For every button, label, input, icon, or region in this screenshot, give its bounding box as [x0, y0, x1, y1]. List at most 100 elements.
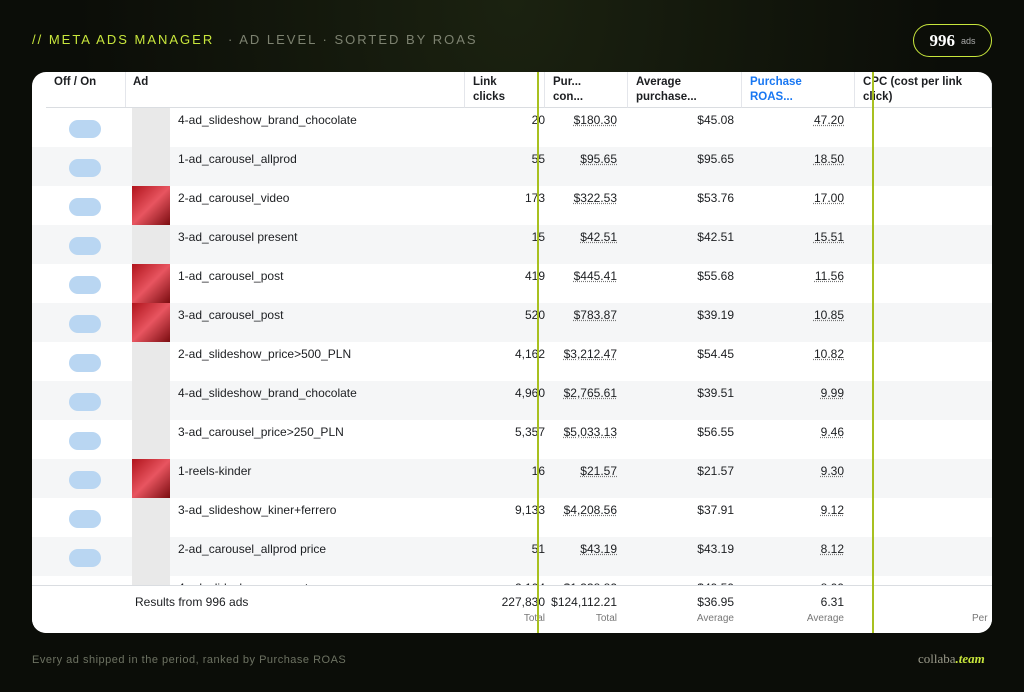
- table-row: 4-ad_slideshow_present 2,104$1,338.82 $49.…: [32, 576, 992, 585]
- column-header[interactable]: Pur... con...: [545, 72, 628, 108]
- cell-value: 10.85: [813, 308, 844, 322]
- cell-value: 2,104: [465, 581, 545, 585]
- cell-value: $42.51: [697, 230, 734, 244]
- toggle[interactable]: [69, 393, 101, 411]
- column-header[interactable]: Average purchase...: [628, 72, 742, 108]
- toggle[interactable]: [69, 354, 101, 372]
- cell-value: 15.51: [813, 230, 844, 244]
- cell-value: 4,960: [514, 386, 545, 400]
- cell-value: 17.00: [813, 191, 844, 205]
- cell-value: 16: [465, 464, 545, 478]
- cell-value: $39.51: [697, 386, 734, 400]
- ad-name[interactable]: 4-ad_slideshow_brand_chocolate: [178, 386, 357, 400]
- cell-value: 8.12: [820, 542, 844, 556]
- cell-value: 20: [465, 113, 545, 127]
- summary-note: Total: [595, 613, 617, 624]
- cell-value: 8.09: [742, 581, 844, 585]
- cell-value: $95.65: [580, 152, 617, 166]
- guide-line: [537, 72, 539, 633]
- ad-name[interactable]: 3-ad_carousel_post: [178, 308, 284, 322]
- ad-name[interactable]: 3-ad_carousel_price>250_PLN: [178, 425, 344, 439]
- table-body: 4-ad_slideshow_brand_chocolate 20 $180.30 $…: [32, 108, 992, 585]
- table-row: 4-ad_slideshow_brand_chocolate 4,960 $2,76…: [32, 381, 992, 420]
- cell-value: $39.19: [697, 308, 734, 322]
- summary-note: Average: [696, 613, 734, 624]
- summary-row: Results from 996 ads 227,830 $124,112.21 $3…: [32, 585, 992, 633]
- column-header[interactable]: CPC (cost per link click): [855, 72, 992, 108]
- cell-value: $5,033.13: [563, 425, 617, 439]
- table-row: 3-ad_carousel_price>250_PLN 5,357 $5,033.1…: [32, 420, 992, 459]
- ad-name[interactable]: 3-ad_carousel present: [178, 230, 298, 244]
- cell-value: $3,212.47: [563, 347, 617, 361]
- cell-value: $54.45: [697, 347, 734, 361]
- thumbnail: [132, 459, 170, 498]
- cell-value: 47.20: [813, 113, 844, 127]
- ad-name[interactable]: 1-reels-kinder: [178, 464, 252, 478]
- toggle[interactable]: [69, 510, 101, 528]
- brand: collaba.team: [918, 651, 985, 667]
- badge-count: 996: [929, 30, 955, 50]
- cell-value: $322.53: [573, 191, 617, 205]
- toggle[interactable]: [69, 432, 101, 450]
- cell-value: 419: [524, 269, 545, 283]
- cell-value: $21.57: [580, 464, 617, 478]
- cell-value: $37.91: [697, 503, 734, 517]
- toggle[interactable]: [69, 549, 101, 567]
- toggle[interactable]: [69, 471, 101, 489]
- ad-name[interactable]: 2-ad_slideshow_price>500_PLN: [178, 347, 352, 361]
- cell-value: 9.12: [820, 503, 844, 517]
- column-header[interactable]: Purchase ROAS...: [742, 72, 855, 108]
- cell-value: $95.65: [697, 152, 734, 166]
- column-header[interactable]: Off / On: [46, 72, 126, 108]
- cell-value: 51: [465, 542, 545, 556]
- guide-line: [872, 72, 874, 633]
- cell-value: $55.68: [697, 269, 734, 283]
- toggle[interactable]: [69, 120, 101, 138]
- cell-value: $43.19: [697, 542, 734, 556]
- cell-value: $21.57: [697, 464, 734, 478]
- table-row: 1-reels-kinder 16 $21.57 $21.57 9.30: [32, 459, 992, 498]
- cell-value: $2,765.61: [563, 386, 617, 400]
- thumbnail: [132, 381, 170, 420]
- summary-label: Results from 996 ads: [135, 595, 249, 609]
- toggle[interactable]: [69, 237, 101, 255]
- thumbnail: [132, 264, 170, 303]
- thumbnail: [132, 186, 170, 225]
- ad-name[interactable]: 1-ad_carousel_post: [178, 269, 284, 283]
- cell-value: 55: [465, 152, 545, 166]
- cell-value: $53.76: [697, 191, 734, 205]
- thumbnail: [132, 537, 170, 576]
- summary-value: 6.31: [820, 595, 844, 609]
- cell-value: 11.56: [814, 269, 844, 283]
- thumbnail: [132, 303, 170, 342]
- cell-value: $42.51: [580, 230, 617, 244]
- thumbnail: [132, 420, 170, 459]
- table-row: 3-ad_slideshow_kiner+ferrero 9,133 $4,208.…: [32, 498, 992, 537]
- ad-name[interactable]: 2-ad_carousel_video: [178, 191, 290, 205]
- ad-name[interactable]: 4-ad_slideshow_present: [178, 581, 308, 585]
- ad-name[interactable]: 3-ad_slideshow_kiner+ferrero: [178, 503, 337, 517]
- cell-value: 15: [465, 230, 545, 244]
- title: // META ADS MANAGER: [32, 32, 215, 47]
- cell-value: 10.82: [813, 347, 844, 361]
- ad-name[interactable]: 1-ad_carousel_allprod: [178, 152, 297, 166]
- cell-value: 5,357: [514, 425, 545, 439]
- thumbnail: [132, 147, 170, 186]
- cell-value: $445.41: [573, 269, 617, 283]
- table-row: 2-ad_slideshow_price>500_PLN 4,162 $3,212.…: [32, 342, 992, 381]
- toggle[interactable]: [69, 276, 101, 294]
- cell-value: 173: [524, 191, 545, 205]
- column-header[interactable]: Ad: [125, 72, 465, 108]
- toggle[interactable]: [69, 159, 101, 177]
- ad-name[interactable]: 4-ad_slideshow_brand_chocolate: [178, 113, 357, 127]
- column-header[interactable]: Link clicks: [465, 72, 545, 108]
- cell-value: $49.59: [628, 581, 734, 585]
- toggle[interactable]: [69, 198, 101, 216]
- cell-value: 9.46: [820, 425, 844, 439]
- thumbnail: [132, 576, 170, 585]
- summary-note: Total: [523, 613, 545, 624]
- cell-value: $783.87: [573, 308, 617, 322]
- ad-name[interactable]: 2-ad_carousel_allprod price: [178, 542, 327, 556]
- toggle[interactable]: [69, 315, 101, 333]
